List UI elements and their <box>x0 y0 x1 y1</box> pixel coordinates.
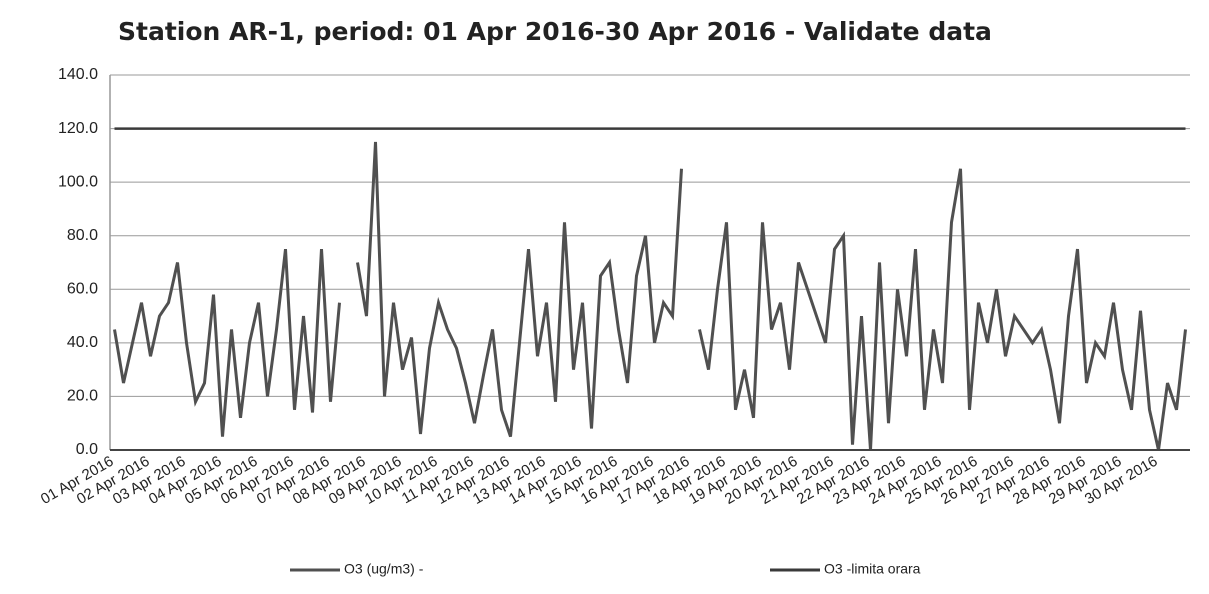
y-tick-label: 0.0 <box>76 441 98 458</box>
y-tick-label: 60.0 <box>67 281 98 298</box>
y-tick-label: 100.0 <box>58 173 98 190</box>
y-tick-label: 120.0 <box>58 120 98 137</box>
chart-title: Station AR-1, period: 01 Apr 2016-30 Apr… <box>118 17 992 46</box>
legend-label: O3 (ug/m3) - <box>344 561 424 577</box>
series-line <box>698 168 1187 451</box>
y-tick-label: 80.0 <box>67 227 98 244</box>
legend-label: O3 -limita orara <box>824 561 921 577</box>
series-line <box>113 248 341 437</box>
y-tick-label: 40.0 <box>67 334 98 351</box>
series-line <box>356 141 683 438</box>
y-tick-label: 20.0 <box>67 388 98 405</box>
y-tick-label: 140.0 <box>58 66 98 83</box>
